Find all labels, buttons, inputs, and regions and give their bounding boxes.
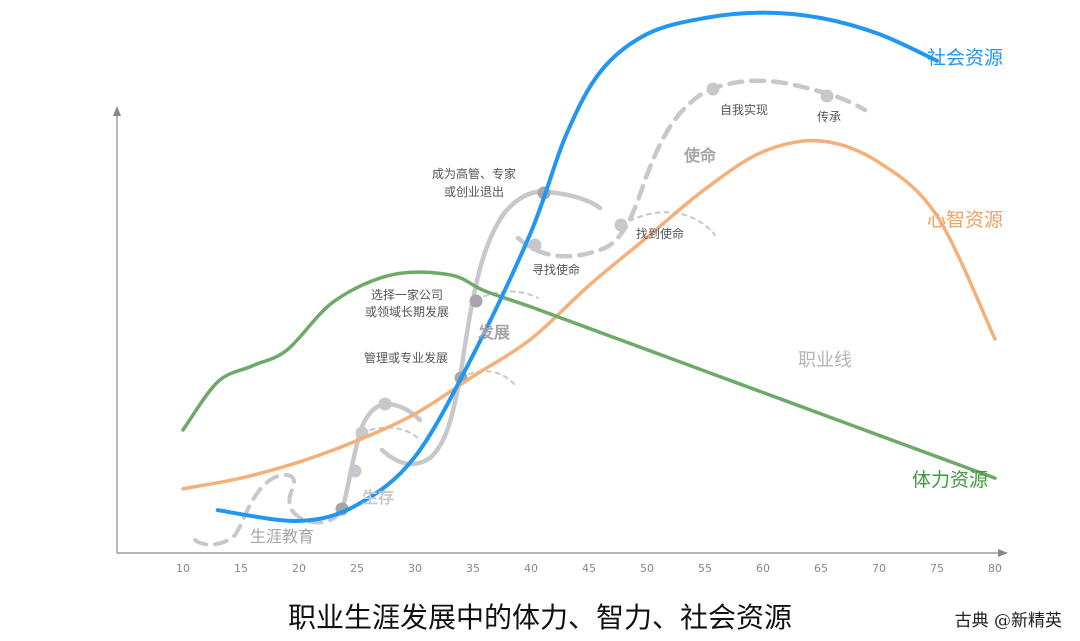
milestone-label-choose-company: 选择一家公司或领域长期发展 <box>365 287 449 319</box>
stage-label-education: 生涯教育 <box>250 527 314 546</box>
author-credit: 古典 @新精英 <box>954 611 1062 631</box>
x-tick-label: 25 <box>350 562 364 575</box>
x-tick-label: 60 <box>756 562 770 575</box>
x-tick-label: 10 <box>176 562 190 575</box>
milestone-dot <box>706 82 720 96</box>
milestone-dot <box>348 464 362 478</box>
mental-resource-line <box>181 138 997 491</box>
social-resource-line <box>215 10 939 523</box>
x-tick-label: 75 <box>930 562 944 575</box>
physical-resource-line <box>181 270 997 480</box>
stage-label-mission: 使命 <box>683 146 717 165</box>
x-tick-label: 55 <box>698 562 712 575</box>
x-tick-label: 45 <box>582 562 596 575</box>
milestone-dot <box>528 238 542 252</box>
milestone-label-seek-mission: 寻找使命 <box>532 262 580 277</box>
x-tick-label: 50 <box>640 562 654 575</box>
social-resource-label: 社会资源 <box>927 47 1003 69</box>
milestone-label-find-mission: 找到使命 <box>636 226 684 241</box>
milestone-dot <box>820 89 834 103</box>
milestone-label-self-actualization: 自我实现 <box>720 102 768 117</box>
career-survival-dash <box>361 426 421 441</box>
milestone-dot <box>469 294 483 308</box>
career-development-dash1 <box>460 370 516 386</box>
milestone-dot <box>378 397 392 411</box>
x-tick-labels: 10 15 20 25 30 35 40 45 50 55 60 65 70 75 80 <box>176 562 1002 575</box>
mental-resource-label: 心智资源 <box>927 209 1003 231</box>
career-survival-segment <box>339 401 423 513</box>
milestone-label-legacy: 传承 <box>817 109 841 124</box>
milestone-label-management: 管理或专业发展 <box>364 350 448 365</box>
stage-label-survival: 生存 <box>362 488 394 507</box>
career-mission-segment <box>515 78 868 259</box>
x-tick-label: 40 <box>524 562 538 575</box>
x-tick-label: 15 <box>234 562 248 575</box>
x-tick-label: 70 <box>872 562 886 575</box>
milestone-label-executive: 成为高管、专家或创业退出 <box>432 166 516 199</box>
x-axis-arrow <box>998 549 1008 557</box>
y-axis-arrow <box>113 106 121 116</box>
physical-resource-label: 体力资源 <box>912 469 988 491</box>
stage-label-development: 发展 <box>477 323 511 342</box>
x-tick-label: 20 <box>292 562 306 575</box>
career-mission-dash <box>621 211 716 236</box>
x-tick-label: 30 <box>408 562 422 575</box>
career-line-label: 职业线 <box>798 350 852 371</box>
x-tick-label: 80 <box>988 562 1002 575</box>
milestone-dot <box>614 218 628 232</box>
x-tick-label: 65 <box>814 562 828 575</box>
career-development-dash2 <box>475 290 539 301</box>
career-education-loop <box>193 472 344 547</box>
figure-caption: 职业生涯发展中的体力、智力、社会资源 <box>287 601 792 634</box>
x-tick-label: 35 <box>466 562 480 575</box>
